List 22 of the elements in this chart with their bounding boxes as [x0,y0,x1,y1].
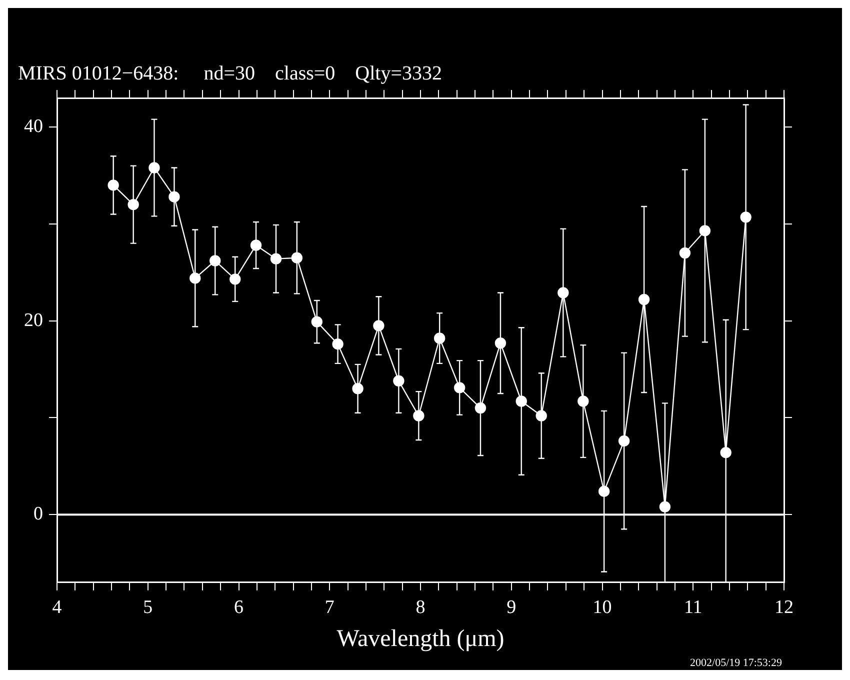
x-tick-label: 9 [506,596,516,618]
x-tick-label: 5 [143,596,153,618]
x-tick-label: 12 [774,596,794,618]
x-tick-label: 6 [234,596,244,618]
x-tick-label: 7 [324,596,334,618]
x-tick-label: 4 [52,596,62,618]
point [311,316,322,328]
y-tick-label: 20 [24,310,43,331]
point [270,253,282,264]
x-tick-label: 11 [684,596,702,618]
y-tick-label: 40 [24,116,43,138]
chart-title: MIRS 01012−6438: nd=30 class=0 Qlty=3332 [18,62,442,84]
point [699,225,711,236]
point [659,501,671,512]
point [230,274,241,285]
x-tick-label: 8 [416,596,426,618]
text: 2002/05/19 17:53:29 [690,657,782,669]
point [598,486,610,497]
point [434,332,446,344]
x-tick-label: 10 [592,596,612,618]
x-axis-title: Wavelength (μm) [336,626,504,652]
y-tick-label: 0 [34,504,43,525]
